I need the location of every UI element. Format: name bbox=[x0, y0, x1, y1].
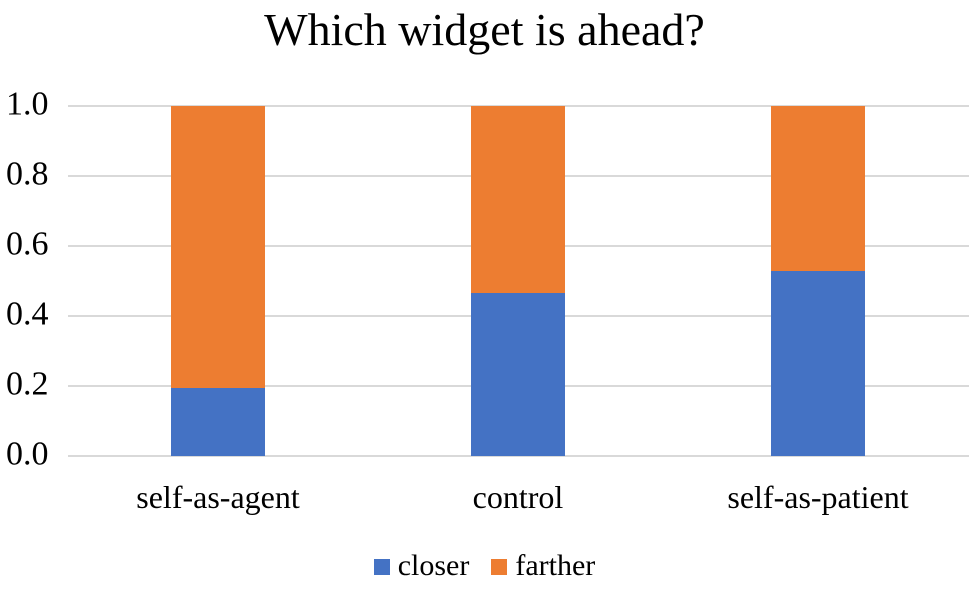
gridline bbox=[68, 455, 969, 457]
legend-item-closer: closer bbox=[373, 549, 470, 583]
legend-swatch-icon bbox=[491, 559, 508, 575]
chart-title: Which widget is ahead? bbox=[264, 4, 705, 55]
x-axis-label: self-as-agent bbox=[136, 479, 300, 515]
x-axis-label: control bbox=[472, 479, 564, 515]
legend: closer farther bbox=[0, 549, 969, 583]
bar-segment-farther bbox=[171, 106, 265, 388]
y-tick-label: 0.2 bbox=[6, 365, 49, 403]
legend-swatch-icon bbox=[373, 559, 390, 575]
bar-segment-farther bbox=[771, 106, 865, 271]
legend-label: closer bbox=[397, 549, 470, 582]
y-tick-label: 0.0 bbox=[6, 435, 49, 473]
legend-item-farther: farther bbox=[491, 549, 595, 583]
y-tick-label: 0.6 bbox=[6, 225, 49, 263]
x-axis-label: self-as-patient bbox=[727, 479, 909, 515]
y-tick-label: 0.4 bbox=[6, 295, 49, 333]
bar-segment-closer bbox=[171, 387, 265, 456]
legend-label: farther bbox=[515, 549, 596, 582]
bar-segment-closer bbox=[471, 293, 565, 456]
y-tick-label: 0.8 bbox=[6, 155, 49, 193]
plot-area bbox=[68, 105, 969, 457]
bar-segment-closer bbox=[771, 270, 865, 456]
bar-segment-farther bbox=[471, 106, 565, 294]
y-tick-label: 1.0 bbox=[6, 85, 49, 123]
